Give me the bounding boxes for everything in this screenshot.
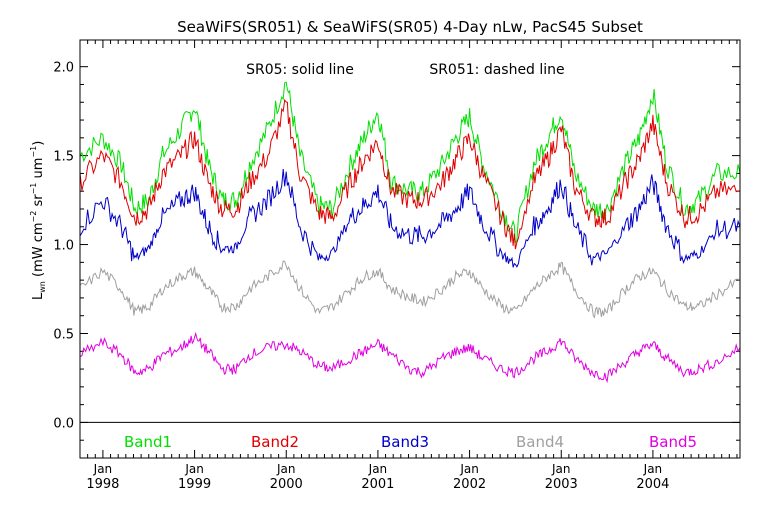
x-tick-month: Jan: [368, 462, 388, 476]
x-tick-month: Jan: [459, 462, 479, 476]
y-axis-label-units-a: (mW cm: [31, 222, 46, 281]
plot-frame: [79, 39, 741, 459]
x-tick-month: Jan: [184, 462, 204, 476]
x-tick-year: 1998: [86, 477, 119, 492]
y-axis-label-units-b: sr: [31, 194, 46, 211]
y-tick-label: 1.0: [53, 239, 74, 254]
series-line-band3: [79, 169, 741, 268]
x-tick-year: 2003: [545, 477, 578, 492]
series-line-band4: [79, 260, 741, 319]
x-tick-year: 2000: [270, 477, 303, 492]
plot-layer: 0.00.51.01.52.0Jan1998Jan1999Jan2000Jan2…: [53, 40, 741, 492]
y-axis-label: Lwn (mW cm−2 sr−1 um−1): [29, 141, 47, 300]
chart-subtitle-dashed: SR051: dashed line: [429, 62, 564, 78]
y-axis-label-sup2: −1: [29, 183, 38, 195]
y-tick-label: 2.0: [53, 61, 74, 76]
y-axis-label-units-c: um: [31, 158, 46, 183]
x-tick-month: Jan: [93, 462, 113, 476]
x-tick-month: Jan: [643, 462, 663, 476]
y-tick-label: 1.5: [53, 150, 74, 165]
chart-subtitle-solid: SR05: solid line: [246, 62, 354, 78]
x-tick-year: 2002: [453, 477, 486, 492]
y-axis-label-sup1: −2: [29, 211, 38, 223]
legend-band3: Band3: [381, 433, 429, 451]
svg-text:Lwn (mW cm−2 sr−1 um−1): Lwn (mW cm−2 sr−1 um−1): [29, 141, 47, 300]
x-tick-year: 1999: [178, 477, 211, 492]
y-axis-label-sup3: −1: [29, 146, 38, 158]
x-tick-year: 2004: [636, 477, 669, 492]
y-axis-label-base: L: [31, 292, 46, 300]
x-tick-month: Jan: [276, 462, 296, 476]
x-tick-month: Jan: [551, 462, 571, 476]
series-line-band5: [79, 331, 741, 384]
chart-title: SeaWiFS(SR051) & SeaWiFS(SR05) 4-Day nLw…: [177, 18, 643, 36]
y-tick-label: 0.0: [53, 416, 74, 431]
series-line-band2: [79, 98, 741, 250]
legend-band2: Band2: [251, 433, 299, 451]
y-axis-label-close: ): [31, 141, 46, 146]
y-axis-label-sub: wn: [38, 281, 47, 293]
legend-band5: Band5: [649, 433, 697, 451]
legend-band1: Band1: [124, 433, 172, 451]
x-tick-year: 2001: [361, 477, 394, 492]
series-line-band1: [79, 81, 741, 245]
y-tick-label: 0.5: [53, 327, 74, 342]
legend-band4: Band4: [516, 433, 564, 451]
